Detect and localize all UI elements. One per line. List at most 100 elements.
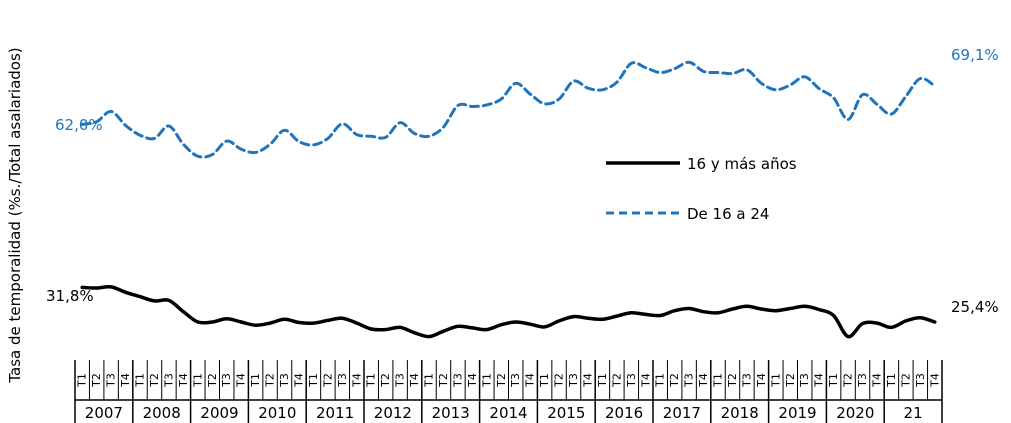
year-tick-label: 2018 [721, 404, 759, 422]
series-2-point [744, 67, 749, 72]
series-2-point [239, 147, 244, 152]
series-1-point [181, 309, 186, 314]
quarter-tick-label: T3 [567, 373, 580, 388]
series-2-point [557, 97, 562, 102]
year-tick-label: 2017 [663, 404, 701, 422]
series-2-point [802, 74, 807, 79]
series-1-point [441, 329, 446, 334]
series-2-point [224, 139, 229, 144]
series-1-start-label: 31,8% [46, 287, 94, 305]
year-tick-label: 21 [904, 404, 923, 422]
quarter-tick-label: T1 [423, 373, 436, 388]
quarter-tick-label: T1 [712, 373, 725, 388]
quarter-tick-label: T3 [625, 373, 638, 388]
legend-label-series-2: De 16 a 24 [687, 205, 769, 223]
series-1-end-label: 25,4% [951, 298, 999, 316]
series-1-point [629, 310, 634, 315]
series-1-point [195, 320, 200, 325]
series-2-point [354, 132, 359, 137]
series-2-point [484, 102, 489, 107]
series-2-point [340, 121, 345, 126]
series-1-point [239, 320, 244, 325]
series-2-point [297, 139, 302, 144]
quarter-tick-label: T1 [596, 373, 609, 388]
legend: 16 y más años De 16 a 24 [606, 155, 797, 223]
year-tick-label: 2011 [316, 404, 354, 422]
legend-label-series-1: 16 y más años [687, 155, 797, 173]
series-1-point [528, 322, 533, 327]
series-1-point [138, 294, 143, 299]
series-2-point [903, 94, 908, 99]
quarter-tick-label: T1 [365, 373, 378, 388]
series-2-point [427, 134, 432, 139]
year-tick-label: 2010 [258, 404, 296, 422]
series-2-point [672, 66, 677, 71]
year-tick-label: 2008 [143, 404, 181, 422]
year-tick-label: 2012 [374, 404, 412, 422]
series-1-point [499, 322, 504, 327]
series-2-point [152, 136, 157, 141]
y-axis-label: Tasa de temporalidad (%s./Total asalaria… [6, 47, 24, 383]
series-1-point [730, 307, 735, 312]
quarter-tick-label: T4 [235, 373, 248, 388]
series-1-point [802, 304, 807, 309]
quarter-tick-label: T2 [784, 373, 797, 388]
quarter-tick-label: T2 [842, 373, 855, 388]
quarter-tick-label: T3 [105, 373, 118, 388]
series-1-point [340, 316, 345, 321]
quarter-tick-label: T2 [321, 373, 334, 388]
quarter-tick-label: T4 [293, 373, 306, 388]
series-2-point [499, 97, 504, 102]
series-2-start-label: 62,0% [55, 116, 103, 134]
series-1-point [268, 321, 273, 326]
year-tick-label: 2020 [836, 404, 874, 422]
series-1-point [860, 321, 865, 326]
year-tick-label: 2007 [85, 404, 123, 422]
series-2-point [470, 104, 475, 109]
series-1-point [311, 321, 316, 326]
quarter-tick-label: T4 [813, 373, 826, 388]
series-1-point [687, 306, 692, 311]
series-2-point [513, 81, 518, 86]
quarter-tick-label: T2 [148, 373, 161, 388]
series-1-point [571, 314, 576, 319]
year-tick-label: 2013 [432, 404, 470, 422]
series-1-point [354, 321, 359, 326]
series-2-point [181, 142, 186, 147]
series-1-point [123, 290, 128, 295]
series-1-point [788, 306, 793, 311]
series-2-point [614, 80, 619, 85]
series-2-point [687, 60, 692, 65]
year-tick-label: 2015 [547, 404, 585, 422]
series-2-point [629, 61, 634, 66]
year-tick-label: 2016 [605, 404, 643, 422]
series-1-point [470, 325, 475, 330]
quarter-tick-label: T2 [668, 373, 681, 388]
quarter-tick-label: T3 [740, 373, 753, 388]
series-2-point [730, 71, 735, 76]
series-1-point [846, 334, 851, 339]
series-2-point [860, 92, 865, 97]
series-2-point [311, 142, 316, 147]
quarter-tick-label: T2 [899, 373, 912, 388]
series-1-point [210, 320, 215, 325]
quarter-tick-label: T1 [191, 373, 204, 388]
series-1-point [325, 318, 330, 323]
series-2-point [817, 86, 822, 91]
series-2-point [846, 117, 851, 122]
quarter-tick-label: T3 [683, 373, 696, 388]
quarter-tick-label: T4 [524, 373, 537, 388]
series-2-point [383, 135, 388, 140]
quarter-tick-label: T2 [610, 373, 623, 388]
series-1-point [586, 316, 591, 321]
series-2-point [643, 65, 648, 70]
plot-area [80, 60, 937, 339]
quarter-tick-label: T2 [379, 373, 392, 388]
series-1-point [903, 318, 908, 323]
series-2-point [759, 81, 764, 86]
quarter-tick-label: T2 [264, 373, 277, 388]
series-2-point [109, 109, 114, 114]
quarter-tick-label: T4 [755, 373, 768, 388]
quarter-tick-label: T1 [654, 373, 667, 388]
